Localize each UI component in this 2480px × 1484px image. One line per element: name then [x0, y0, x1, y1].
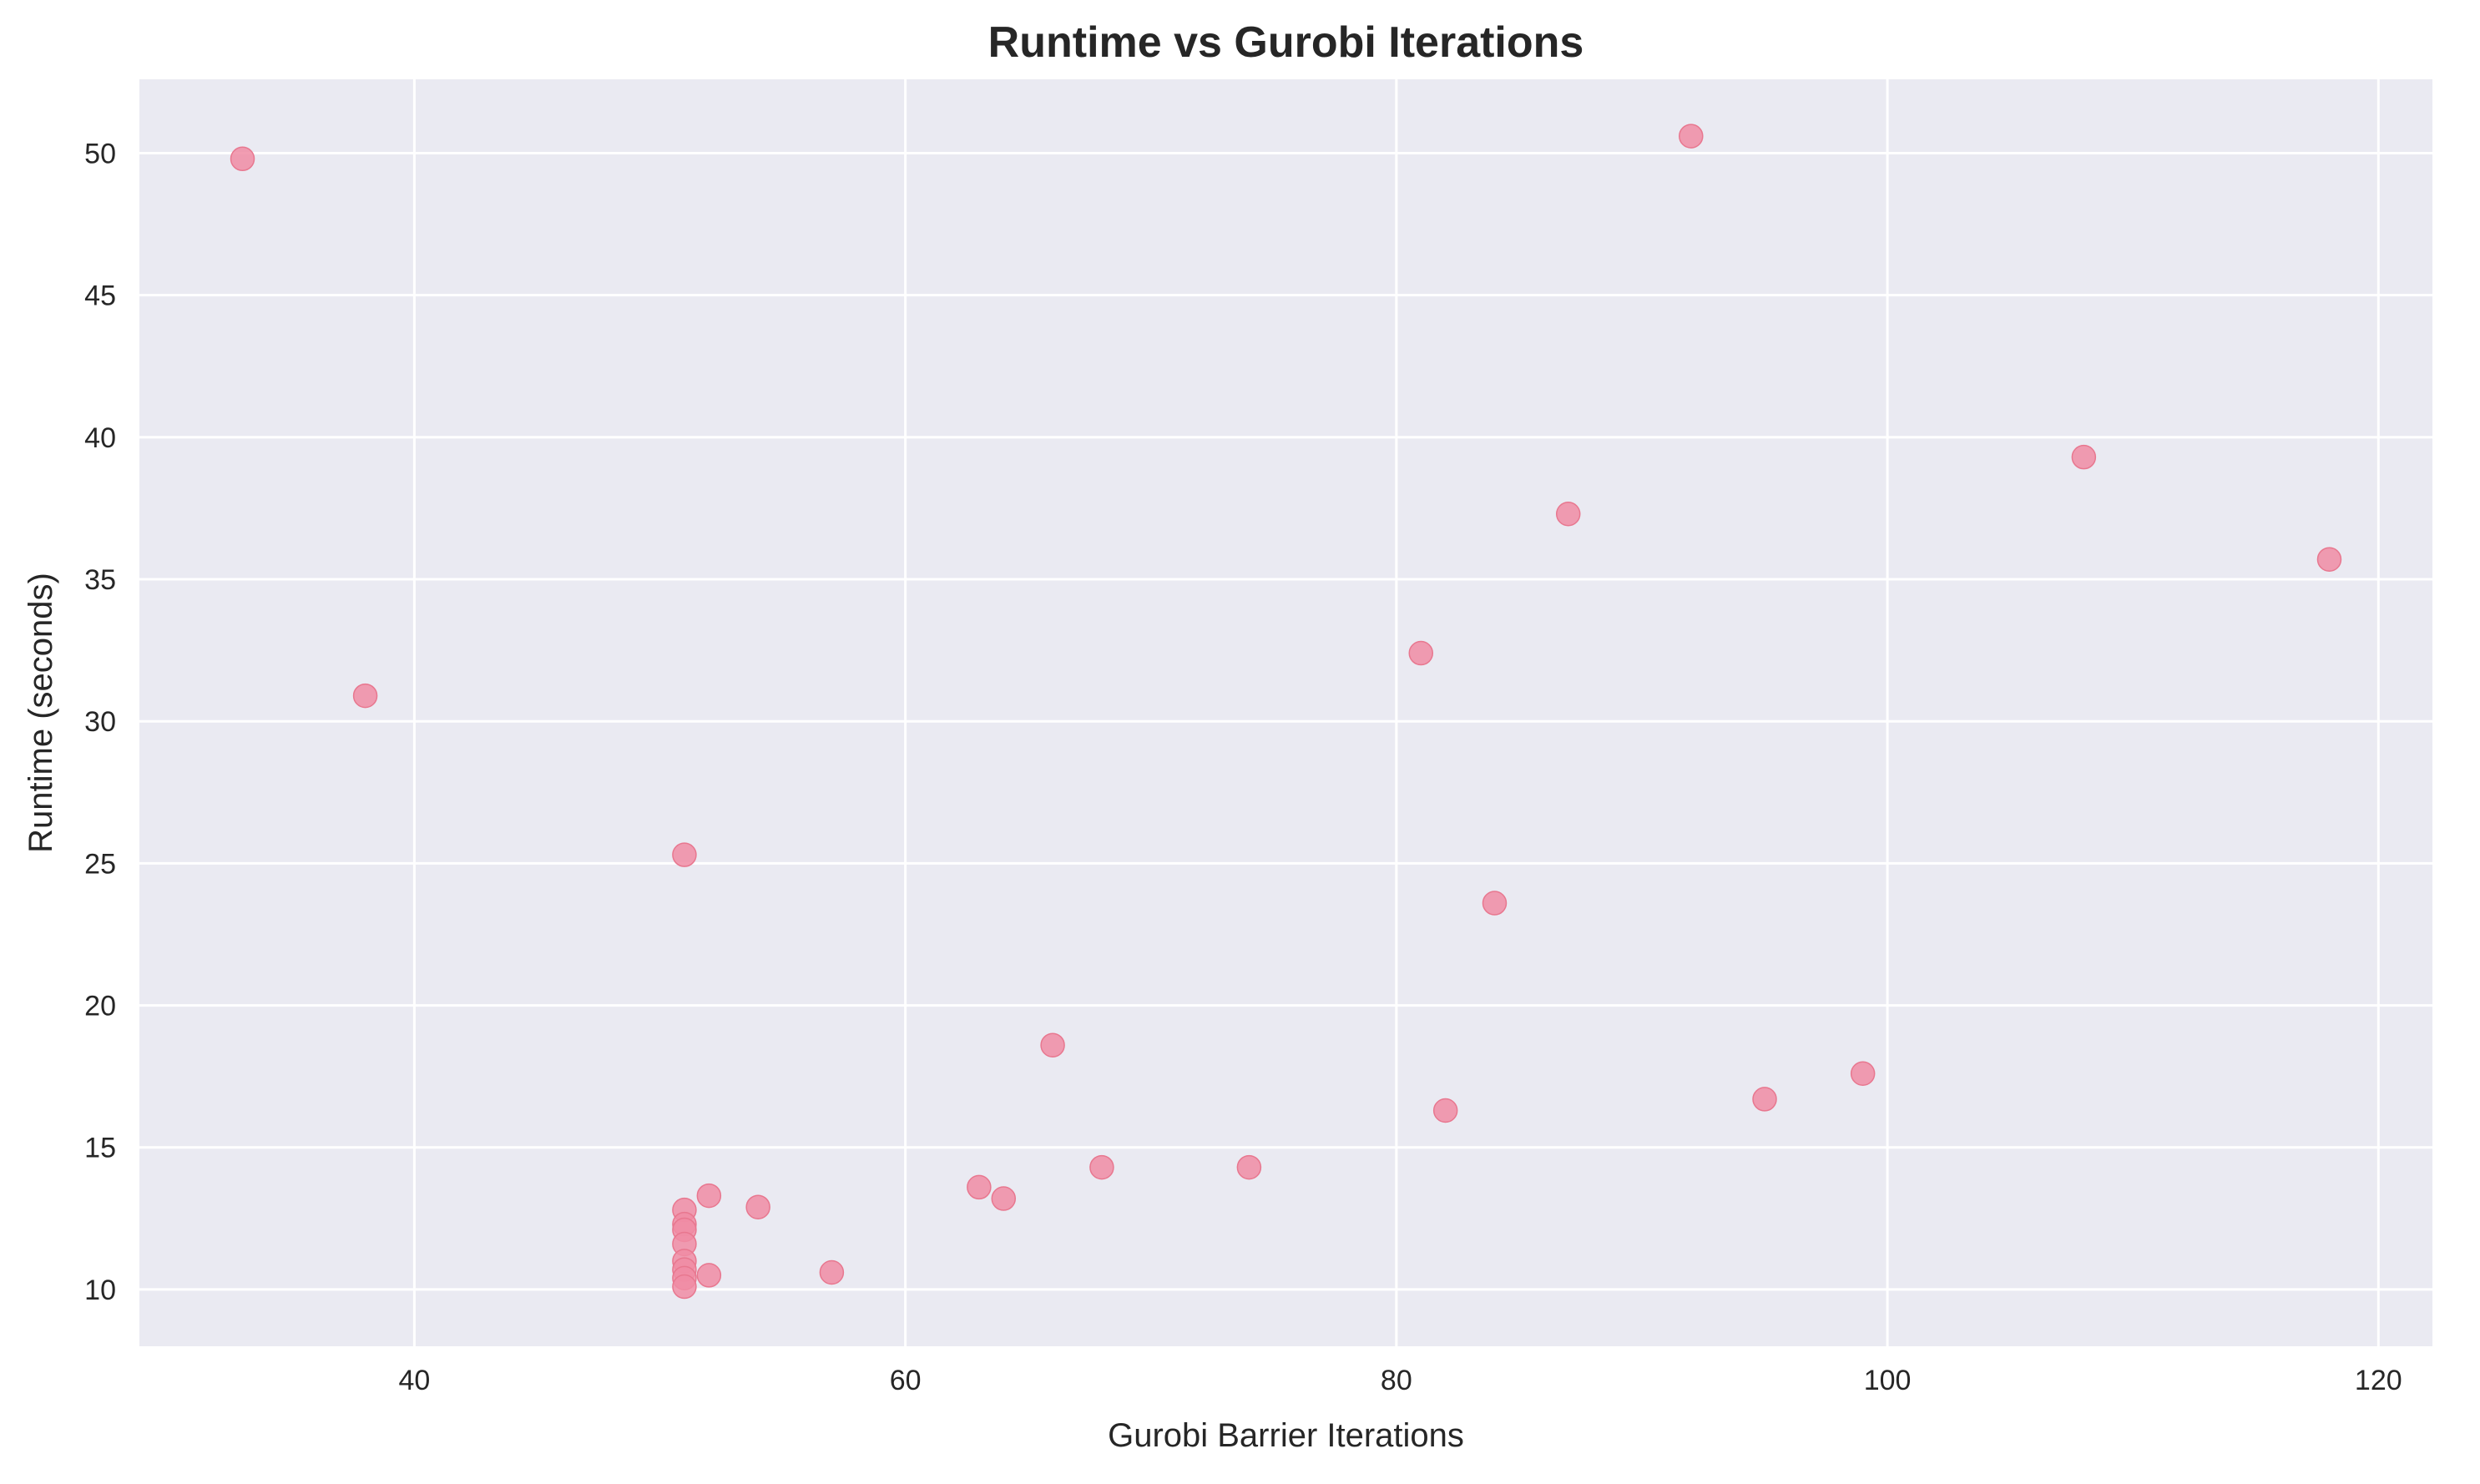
y-axis-label: Runtime (seconds) [23, 573, 59, 853]
data-point [1040, 1032, 1065, 1057]
data-point [745, 1194, 770, 1219]
y-tick-label: 20 [84, 991, 116, 1022]
data-point [2071, 444, 2097, 470]
y-tick-label: 45 [84, 280, 116, 312]
data-point [672, 842, 697, 867]
y-tick-label: 50 [84, 138, 116, 169]
data-points [230, 124, 2342, 1300]
data-point [2316, 547, 2342, 572]
y-tick-labels: 10 15 20 25 30 35 40 45 50 [84, 138, 116, 1305]
data-point [819, 1259, 845, 1285]
data-point [696, 1263, 722, 1288]
data-point [1555, 501, 1581, 527]
data-point [1752, 1087, 1777, 1112]
data-point [1482, 891, 1508, 916]
y-tick-label: 30 [84, 706, 116, 738]
y-tick-label: 25 [84, 848, 116, 880]
x-tick-label: 120 [2355, 1365, 2402, 1396]
data-point [1850, 1061, 1876, 1087]
x-tick-label: 40 [398, 1365, 430, 1396]
x-tick-label: 100 [1864, 1365, 1912, 1396]
data-point [991, 1186, 1017, 1211]
x-tick-label: 80 [1381, 1365, 1412, 1396]
data-point [1089, 1154, 1114, 1180]
data-point [1236, 1154, 1262, 1180]
y-tick-label: 10 [84, 1275, 116, 1306]
chart-title: Runtime vs Gurobi Iterations [988, 18, 1584, 67]
data-point [1408, 640, 1434, 666]
data-point [352, 683, 378, 709]
data-point [1432, 1098, 1458, 1123]
data-point [1679, 124, 1704, 149]
x-tick-label: 60 [890, 1365, 922, 1396]
y-tick-label: 35 [84, 564, 116, 596]
y-tick-label: 40 [84, 422, 116, 454]
data-point [696, 1183, 722, 1209]
x-axis-label: Gurobi Barrier Iterations [1108, 1417, 1464, 1454]
y-tick-label: 15 [84, 1133, 116, 1164]
data-point [672, 1274, 697, 1300]
data-point [230, 146, 255, 172]
plot-area [139, 79, 2432, 1346]
data-point [967, 1174, 992, 1200]
x-tick-labels: 40 60 80 100 120 [398, 1365, 2402, 1396]
grid-lines [139, 79, 2432, 1346]
